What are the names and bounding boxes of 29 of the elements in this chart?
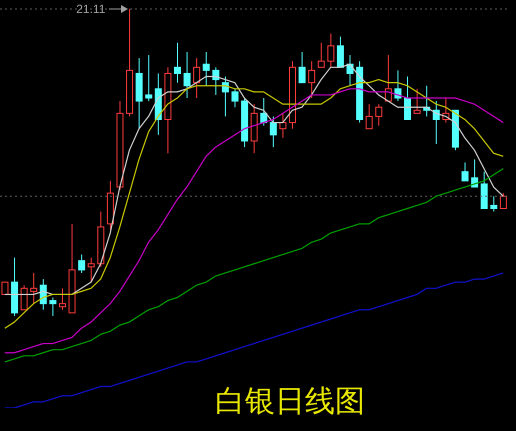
candlestick [375,104,382,126]
candlestick [30,272,38,304]
candlestick [500,192,507,209]
candlestick [20,284,28,310]
candlestick [145,54,152,102]
text: 白银日线图 [214,383,366,421]
annotation: 21.11 [75,1,106,17]
candlestick [174,42,181,84]
candlestick [78,254,86,274]
candlestick [184,51,191,99]
candlestick [193,58,200,99]
candlestick [462,162,469,182]
candlestick [366,104,373,130]
candlestick [270,116,277,148]
candlestick [490,196,498,212]
candlestick [404,76,412,120]
candlestick [308,60,316,99]
candlestick [414,88,421,114]
candlestick [58,288,66,310]
candlestick [279,112,286,138]
candlestick [298,51,306,84]
candlestick [222,76,229,117]
candlestick [318,42,325,68]
candlestick [49,297,56,316]
candlestick [88,257,95,283]
candlestick [231,88,238,108]
candlestick [327,33,334,68]
candlestick [336,36,344,68]
candlestick [202,51,210,86]
